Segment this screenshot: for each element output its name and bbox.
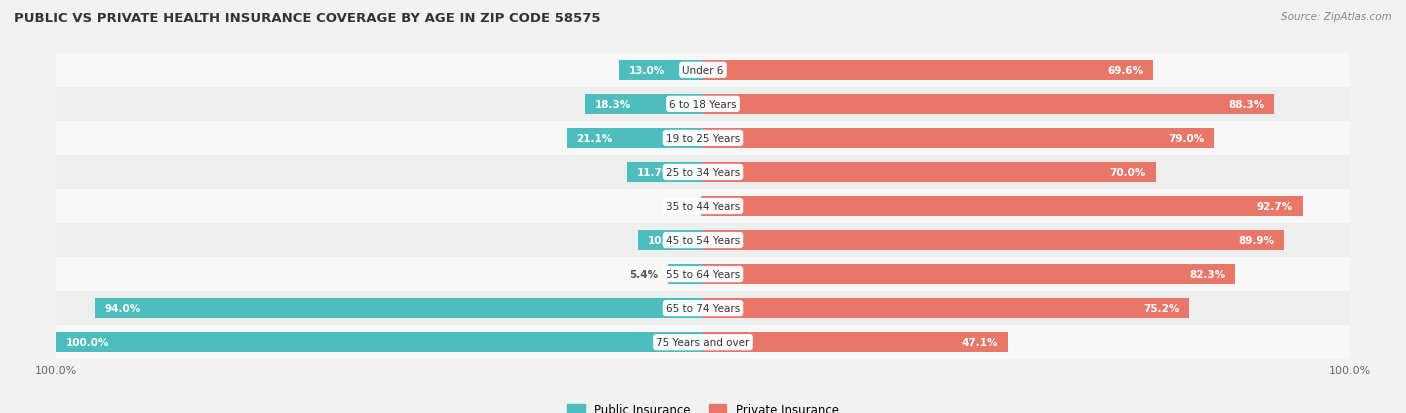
Bar [56, 223, 1350, 257]
Text: Under 6: Under 6 [682, 66, 724, 76]
Bar [56, 121, 1350, 156]
Bar [702, 197, 703, 216]
Text: 47.1%: 47.1% [962, 337, 998, 347]
Text: 10.1%: 10.1% [647, 235, 683, 245]
Text: 11.7%: 11.7% [637, 168, 673, 178]
Bar [567, 129, 703, 148]
Text: 35 to 44 Years: 35 to 44 Years [666, 202, 740, 211]
Bar [703, 299, 1189, 318]
Legend: Public Insurance, Private Insurance: Public Insurance, Private Insurance [562, 398, 844, 413]
Text: 100.0%: 100.0% [66, 337, 110, 347]
Text: 55 to 64 Years: 55 to 64 Years [666, 269, 740, 280]
Text: Source: ZipAtlas.com: Source: ZipAtlas.com [1281, 12, 1392, 22]
Text: 69.6%: 69.6% [1108, 66, 1143, 76]
Text: 21.1%: 21.1% [576, 133, 613, 144]
Text: 18.3%: 18.3% [595, 100, 631, 109]
Bar [703, 95, 1274, 114]
Text: 19 to 25 Years: 19 to 25 Years [666, 133, 740, 144]
Text: 94.0%: 94.0% [104, 304, 141, 313]
Text: 89.9%: 89.9% [1239, 235, 1275, 245]
Text: 75 Years and over: 75 Years and over [657, 337, 749, 347]
Text: 70.0%: 70.0% [1109, 168, 1146, 178]
Bar [703, 332, 1008, 352]
Bar [56, 292, 1350, 325]
Text: 25 to 34 Years: 25 to 34 Years [666, 168, 740, 178]
Bar [56, 54, 1350, 88]
Text: 13.0%: 13.0% [628, 66, 665, 76]
Text: 0.0%: 0.0% [664, 202, 693, 211]
Bar [56, 325, 1350, 359]
Text: 79.0%: 79.0% [1168, 133, 1204, 144]
Text: 82.3%: 82.3% [1189, 269, 1226, 280]
Text: 6 to 18 Years: 6 to 18 Years [669, 100, 737, 109]
Bar [703, 61, 1153, 81]
Text: PUBLIC VS PRIVATE HEALTH INSURANCE COVERAGE BY AGE IN ZIP CODE 58575: PUBLIC VS PRIVATE HEALTH INSURANCE COVER… [14, 12, 600, 25]
Bar [585, 95, 703, 114]
Bar [56, 88, 1350, 121]
Bar [703, 230, 1285, 250]
Bar [619, 61, 703, 81]
Bar [668, 265, 703, 284]
Bar [703, 265, 1236, 284]
Text: 75.2%: 75.2% [1143, 304, 1180, 313]
Bar [56, 257, 1350, 292]
Bar [703, 163, 1156, 183]
Text: 88.3%: 88.3% [1227, 100, 1264, 109]
Bar [56, 332, 703, 352]
Text: 5.4%: 5.4% [630, 269, 658, 280]
Text: 92.7%: 92.7% [1257, 202, 1294, 211]
Bar [96, 299, 703, 318]
Bar [703, 197, 1302, 216]
Text: 65 to 74 Years: 65 to 74 Years [666, 304, 740, 313]
Bar [56, 190, 1350, 223]
Bar [56, 156, 1350, 190]
Bar [627, 163, 703, 183]
Bar [638, 230, 703, 250]
Text: 45 to 54 Years: 45 to 54 Years [666, 235, 740, 245]
Bar [703, 129, 1213, 148]
